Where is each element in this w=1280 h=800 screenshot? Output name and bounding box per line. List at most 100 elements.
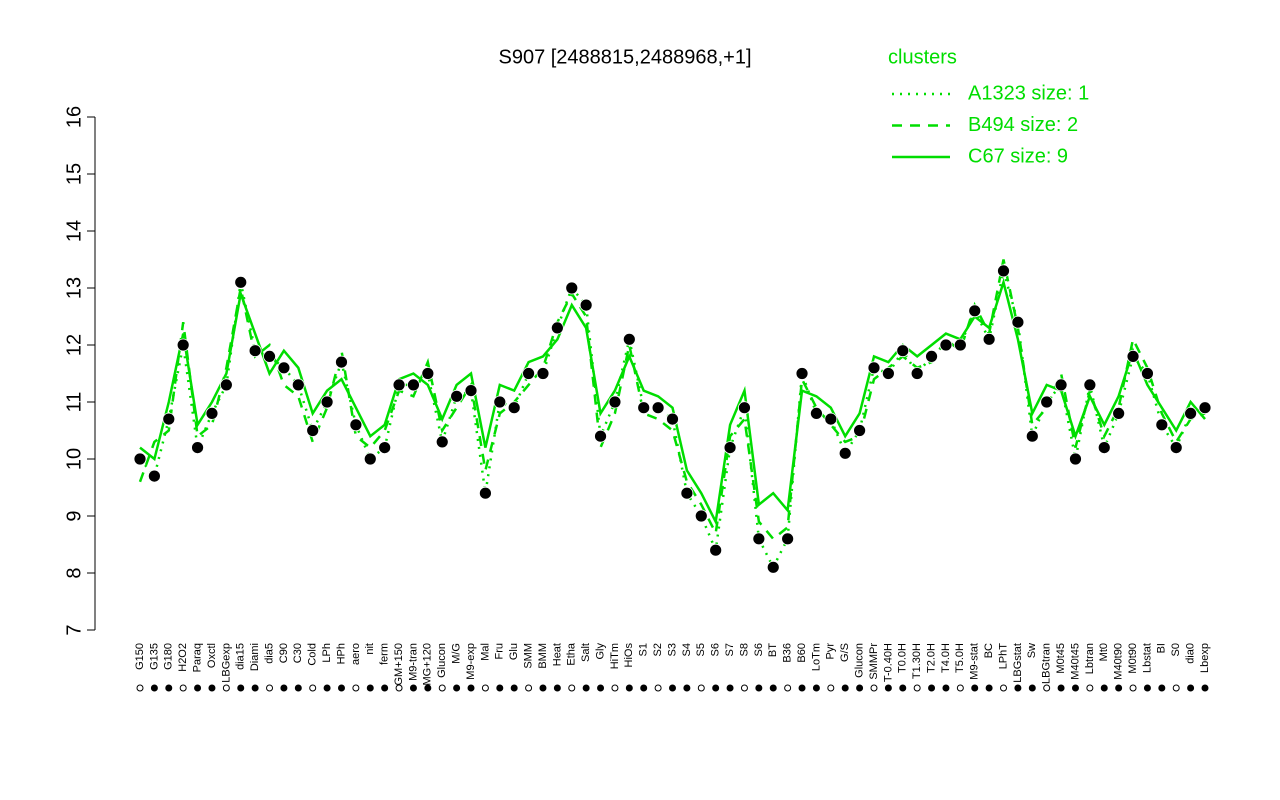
category-marker [165,684,173,692]
x-tick-label: Salt [580,643,592,662]
x-tick-label: G/S [839,643,851,662]
data-point [896,344,910,358]
x-tick-label: B36 [782,643,794,663]
data-point [997,264,1010,278]
category-marker [1158,684,1166,692]
category-marker [971,684,979,692]
category-marker [179,684,187,692]
data-point [176,338,190,352]
legend-label: B494 size: 2 [968,114,1078,136]
x-tick-label: dia0 [1185,643,1197,664]
x-tick-label: G180 [163,643,175,670]
x-tick-label: S6 [753,643,765,656]
data-point [867,361,881,375]
data-point [205,406,219,420]
data-point [608,395,622,409]
category-marker [985,684,993,692]
category-marker [481,684,489,692]
category-marker [1100,684,1108,692]
category-marker [740,684,748,692]
x-tick-label: MG+120 [422,643,434,686]
x-tick-label: aero [350,643,362,665]
x-tick-label: GM+150 [393,643,405,686]
category-marker [1129,684,1137,692]
x-tick-label: LoTm [810,643,822,671]
data-point [939,338,953,352]
legend: clusters A1323 size: 1 B494 size: 2 C67 siz… [888,46,1089,167]
data-point [493,395,507,409]
data-point [680,486,694,500]
x-tick-label: M0t45 [1055,643,1067,674]
data-point [565,281,579,295]
category-marker [611,684,619,692]
data-point [1083,378,1097,392]
x-tick-label: Gly [594,643,606,660]
category-marker [150,684,158,692]
x-tick-label: S3 [666,643,678,656]
x-tick-label: ferm [379,643,391,665]
data-point [824,412,838,426]
x-tick-label: T0.0H [897,643,909,673]
category-marker [294,684,302,692]
data-point [622,332,636,346]
category-marker [453,684,461,692]
category-marker [812,684,820,692]
series-line [139,270,1206,571]
category-marker [337,684,345,692]
x-tick-label: Lbexp [1199,643,1211,673]
x-tick-label: Oxctl [206,643,218,668]
data-point [1069,452,1082,466]
data-point [752,532,766,546]
x-tick-label: Pyr [825,643,837,660]
data-point [1141,367,1154,380]
data-point [277,361,291,375]
x-tick-label: S5 [695,643,707,656]
data-point [320,395,334,409]
x-tick-label: M9-stat [969,643,981,680]
data-point [881,367,895,380]
category-marker [496,684,504,692]
x-tick-label: B60 [796,643,808,663]
category-marker [712,684,720,692]
x-tick-label: C90 [278,643,290,663]
data-point [234,275,248,289]
category-marker [654,684,662,692]
x-tick-label: Glucon [854,643,866,678]
y-tick-label: 8 [63,567,85,578]
category-marker [769,684,777,692]
y-tick-label: 16 [63,106,85,128]
category-marker [237,684,245,692]
category-marker [1043,684,1051,692]
category-marker [1172,684,1180,692]
data-point [291,378,305,392]
data-point [306,424,320,437]
data-point [1011,315,1025,329]
data-point [982,332,996,346]
x-tick-label: M40t45 [1069,643,1081,680]
data-point [536,367,550,380]
data-point [1112,406,1126,420]
x-tick-label: Etha [566,642,578,666]
x-tick-label: LPhT [997,643,1009,670]
category-marker [366,684,374,692]
data-point [464,384,478,398]
x-tick-label: Mal [479,643,491,661]
category-marker [1201,684,1209,692]
data-point [407,378,420,392]
category-marker [194,684,202,692]
category-marker [510,684,518,692]
x-tick-label: T4.0H [940,643,952,673]
data-point [766,560,780,574]
data-point [335,355,348,369]
data-point [450,389,464,403]
category-marker [438,684,446,692]
category-marker [1028,684,1036,692]
data-point [392,378,406,392]
x-tick-label: S0 [1170,643,1182,656]
category-marker [409,684,417,692]
data-point [637,401,651,415]
category-marker [568,684,576,692]
category-marker [525,684,533,692]
y-tick-label: 15 [63,163,85,185]
category-marker [913,684,921,692]
